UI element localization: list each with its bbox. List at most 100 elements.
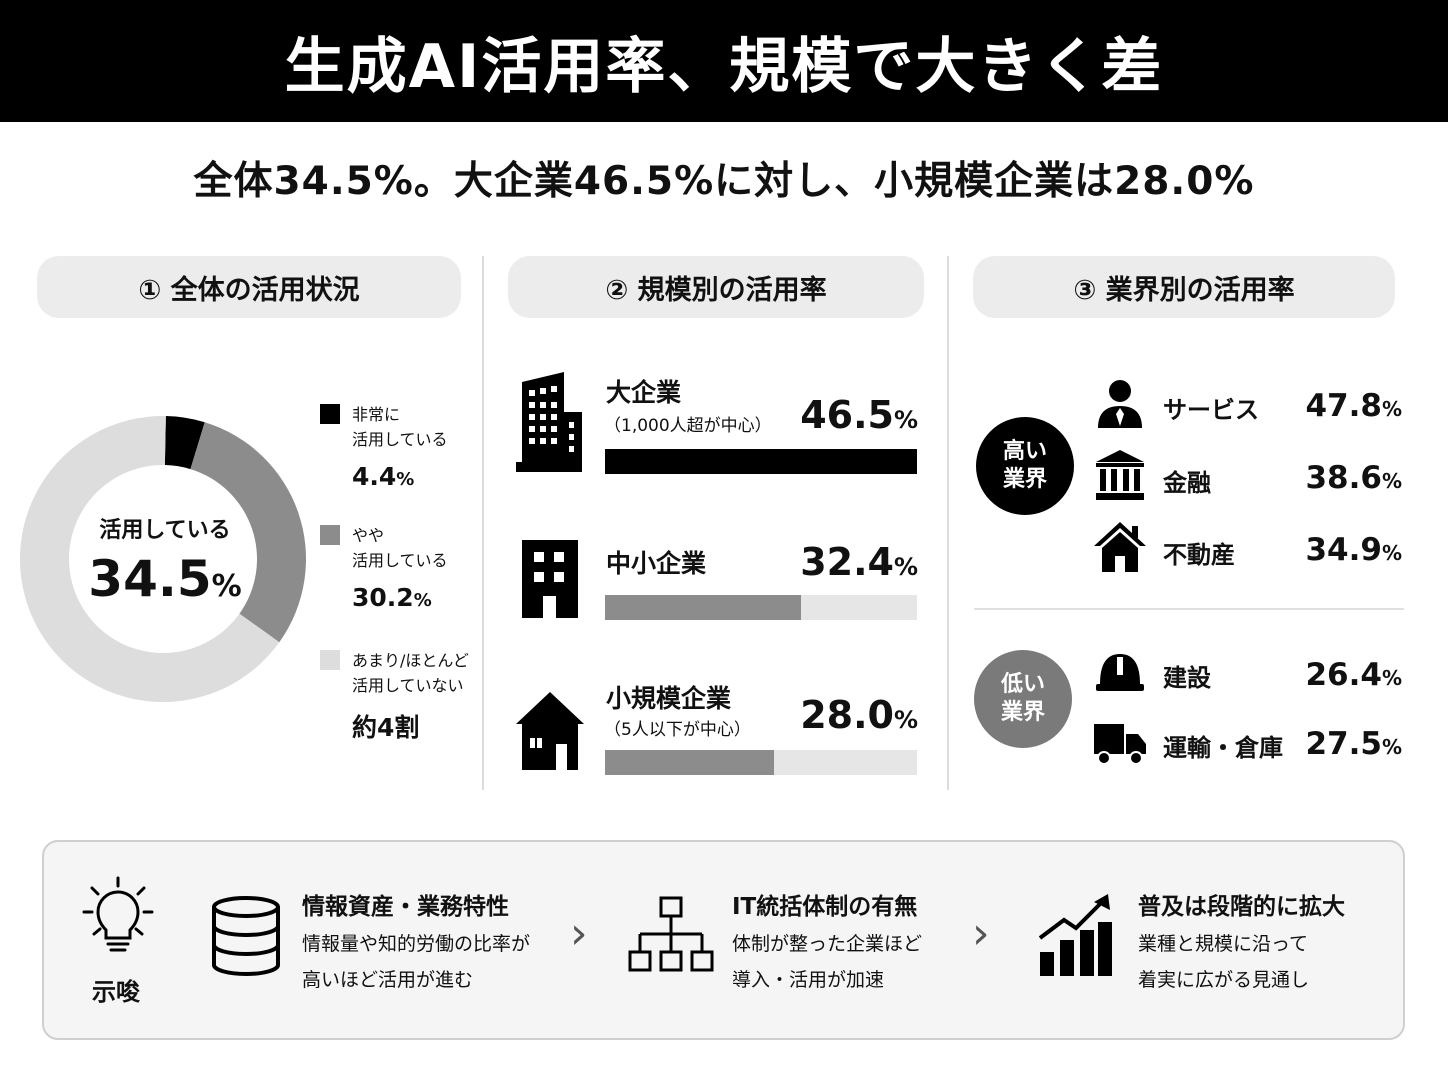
industry-value: 27.5% [1305, 726, 1402, 762]
size-number: 46.5 [800, 393, 894, 437]
implications-label: 示唆 [92, 978, 140, 1006]
implications-box [42, 840, 1405, 1040]
legend-unit: % [396, 469, 415, 490]
page-subtitle: 全体34.5%。大企業46.5%に対し、小規模企業は28.0% [193, 159, 1255, 204]
industry-value: 47.8% [1305, 388, 1402, 424]
industry-number: 27.5 [1305, 726, 1382, 762]
size-value: 46.5% [800, 393, 918, 437]
high-group-line1: 高い [1002, 439, 1047, 464]
page-title: 生成AI活用率、規模で大きく差 [284, 31, 1164, 102]
bar-track [605, 449, 917, 474]
low-group-line1: 低い [1000, 672, 1045, 697]
donut-center: 活用している 34.5% [70, 512, 260, 608]
building-icon [522, 540, 578, 618]
size-value: 28.0% [800, 693, 918, 737]
donut-chart [20, 416, 306, 702]
size-name: 中小企業 [606, 549, 707, 578]
bank-icon [1096, 450, 1144, 500]
legend-swatch [320, 404, 340, 424]
industry-value: 26.4% [1305, 657, 1402, 693]
donut-center-unit: % [211, 569, 242, 604]
industry-number: 26.4 [1305, 657, 1382, 693]
size-unit: % [893, 706, 918, 734]
industry-number: 47.8 [1305, 388, 1382, 424]
industry-name: 建設 [1163, 664, 1211, 692]
hardhat-icon [1096, 654, 1144, 691]
skyscraper-icon [516, 372, 582, 472]
house-icon [1094, 522, 1146, 572]
chevron-right-icon: › [972, 908, 990, 959]
section-heading-size: ② 規模別の活用率 [508, 256, 924, 318]
section-heading-industry: ③ 業界別の活用率 [973, 256, 1395, 318]
title-bar: 生成AI活用率、規模で大きく差 [0, 0, 1448, 122]
industry-unit: % [1381, 397, 1402, 421]
truck-icon [1094, 724, 1146, 765]
legend-value: 30.2% [352, 583, 432, 612]
bar-fill-medium [605, 595, 801, 620]
size-value: 32.4% [800, 540, 918, 584]
org-chart-icon [628, 896, 714, 972]
legend-value: 約4割 [352, 708, 419, 744]
point-body: 業種と規模に沿って 着実に広がる見通し [1138, 933, 1310, 991]
legend-label: 非常に 活用している [352, 405, 448, 449]
person-icon [1098, 380, 1142, 428]
legend-unit: % [413, 590, 432, 611]
industry-name: 不動産 [1163, 541, 1235, 569]
industry-name: サービス [1163, 396, 1259, 424]
donut-slice [164, 416, 205, 470]
legend-number: 約4割 [352, 713, 420, 742]
industry-value: 38.6% [1305, 460, 1402, 496]
size-number: 28.0 [800, 693, 894, 737]
column-divider [482, 256, 484, 790]
point-title: 情報資産・業務特性 [302, 894, 509, 920]
point-title: IT統括体制の有無 [732, 894, 918, 920]
legend-label: やや 活用している [352, 526, 448, 570]
donut-slice [20, 416, 280, 702]
legend-number: 4.4 [352, 462, 397, 491]
legend-label: あまり/ほとんど 活用していない [352, 651, 469, 695]
lightbulb-icon [82, 876, 154, 952]
legend-value: 4.4% [352, 462, 414, 491]
industry-name: 運輸・倉庫 [1163, 734, 1283, 762]
size-name: 小規模企業 [606, 684, 732, 713]
industry-unit: % [1381, 735, 1402, 759]
industry-number: 38.6 [1305, 460, 1382, 496]
donut-center-value: 34.5% [70, 550, 260, 608]
industry-name: 金融 [1163, 469, 1211, 497]
bar-fill-small [605, 750, 775, 775]
small-house-icon [516, 692, 584, 770]
legend-swatch [320, 525, 340, 545]
size-number: 32.4 [800, 540, 894, 584]
growth-chart-icon [1038, 894, 1112, 976]
size-sub: （5人以下が中心） [604, 720, 751, 740]
industry-unit: % [1381, 666, 1402, 690]
industry-number: 34.9 [1305, 532, 1382, 568]
industry-unit: % [1381, 541, 1402, 565]
column-divider [947, 256, 949, 790]
section-heading-overall: ① 全体の活用状況 [37, 256, 461, 318]
size-name: 大企業 [606, 378, 682, 407]
point-body: 情報量や知的労働の比率が 高いほど活用が進む [302, 933, 531, 991]
low-group-badge: 低い 業界 [974, 650, 1072, 748]
chevron-right-icon: › [570, 908, 588, 959]
low-group-line2: 業界 [1000, 700, 1045, 725]
bar-fill-large [605, 449, 917, 474]
point-title: 普及は段階的に拡大 [1138, 894, 1345, 920]
legend-number: 30.2 [352, 583, 414, 612]
bar-track [605, 595, 917, 620]
donut-center-number: 34.5 [88, 550, 212, 608]
industry-divider [974, 608, 1404, 610]
bar-track [605, 750, 917, 775]
donut-center-label: 活用している [99, 518, 231, 543]
database-icon [212, 896, 280, 976]
high-group-line2: 業界 [1002, 467, 1047, 492]
size-sub: （1,000人超が中心） [604, 416, 772, 436]
industry-unit: % [1381, 469, 1402, 493]
legend-swatch [320, 650, 340, 670]
industry-value: 34.9% [1305, 532, 1402, 568]
size-unit: % [893, 553, 918, 581]
size-unit: % [893, 406, 918, 434]
high-group-badge: 高い 業界 [976, 417, 1074, 515]
point-body: 体制が整った企業ほど 導入・活用が加速 [732, 933, 923, 991]
donut-slice [190, 422, 306, 643]
